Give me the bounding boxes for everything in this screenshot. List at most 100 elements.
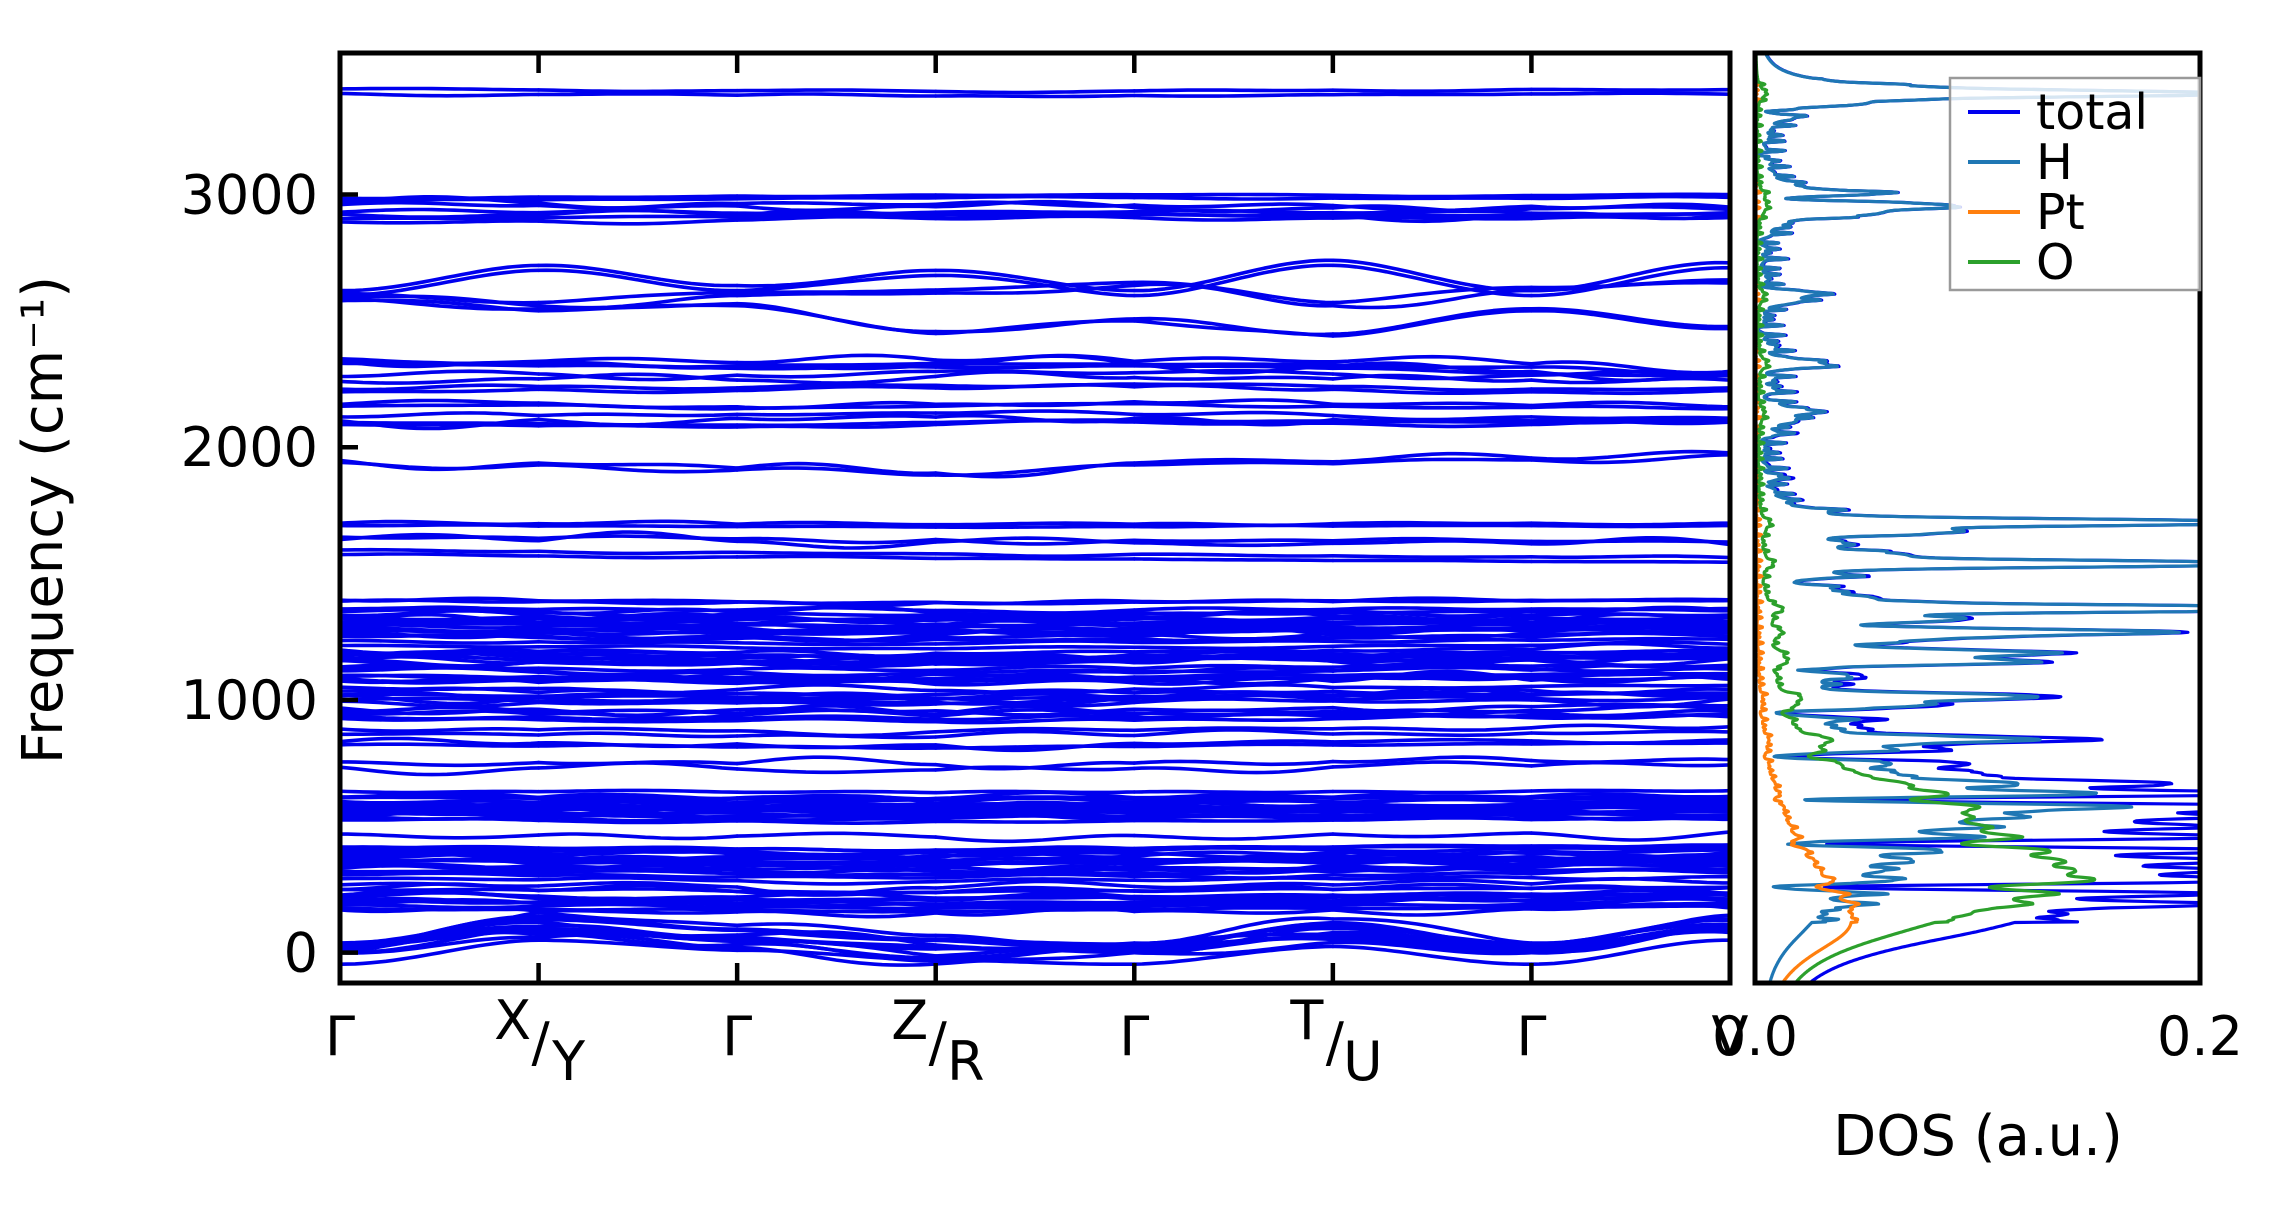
band-curve: [341, 807, 541, 815]
band-curve: [1132, 624, 1335, 631]
band-curve: [933, 93, 1137, 99]
band-curve: [1529, 192, 1729, 198]
band-curve: [1529, 788, 1729, 793]
band-curve: [735, 878, 938, 886]
band-curve: [1132, 639, 1335, 645]
band-curve: [735, 288, 938, 295]
dos-x-ticks: 0.0 0.2: [1712, 53, 2243, 1068]
band-curve: [341, 765, 541, 777]
band-curve: [341, 845, 541, 852]
band-curve: [1529, 266, 1729, 298]
band-curve: [933, 283, 1137, 295]
band-curve: [536, 918, 739, 932]
band-curve: [1331, 726, 1534, 732]
band-curve: [1529, 539, 1729, 544]
band-curve: [1529, 922, 1729, 947]
band-curve: [1132, 202, 1335, 209]
band-curve: [341, 857, 541, 866]
band-curve: [735, 871, 938, 878]
band-curve: [1331, 598, 1534, 604]
x-tick-label-denominator: R: [947, 1030, 985, 1093]
band-curve: [1529, 91, 1729, 96]
band-curve: [1331, 609, 1534, 615]
band-curve: [1132, 716, 1335, 722]
band-curve: [341, 869, 541, 875]
band-curve: [1331, 285, 1534, 305]
band-curve: [1331, 695, 1534, 702]
band-curve: [933, 729, 1137, 739]
band-curve: [536, 363, 739, 371]
band-curve: [1529, 415, 1729, 421]
band-curve: [735, 623, 938, 629]
band-curve: [536, 869, 739, 876]
band-curve: [536, 865, 739, 873]
band-panel-frame: [337, 50, 1733, 986]
band-curve: [536, 743, 739, 749]
band-curve: [536, 938, 739, 953]
band-curve: [1132, 832, 1335, 841]
band-curve: [1331, 554, 1534, 559]
band-curve: [735, 273, 938, 293]
band-curve: [341, 851, 541, 863]
band-curve: [1331, 674, 1534, 681]
band-curve: [1331, 451, 1534, 464]
band-curve: [1529, 629, 1729, 636]
band-curve: [1331, 419, 1534, 425]
band-curve: [1132, 457, 1335, 465]
band-curve: [735, 539, 938, 550]
band-curve: [1132, 215, 1335, 222]
x-tick-label-denominator: Y: [551, 1030, 586, 1093]
band-curve: [1331, 804, 1534, 809]
x-tick-label: V: [1712, 1005, 1749, 1068]
band-curve: [536, 859, 739, 865]
band-curve: [735, 714, 938, 721]
band-curve: [536, 623, 739, 630]
legend-label-total[interactable]: total: [2036, 84, 2148, 141]
band-curve: [1132, 693, 1335, 699]
band-curve: [536, 699, 739, 705]
band-curve: [1529, 597, 1729, 603]
band-curve: [1529, 902, 1729, 912]
band-curve: [735, 846, 938, 853]
band-curve: [1132, 538, 1335, 543]
x-tick-label-numerator: T: [1289, 989, 1324, 1052]
band-curve: [735, 695, 938, 701]
band-curve: [1132, 804, 1335, 810]
band-curve: [341, 403, 541, 408]
band-curve: [735, 605, 938, 615]
band-curve: [1331, 797, 1534, 805]
band-curve: [1529, 376, 1729, 385]
band-curve: [341, 696, 541, 703]
band-curve: [1132, 932, 1335, 947]
band-curve: [735, 196, 938, 201]
band-curve: [536, 923, 739, 939]
band-curve: [1331, 650, 1534, 658]
band-curve: [1132, 934, 1335, 949]
band-curve: [735, 928, 938, 942]
dos-frame-overlay: [1752, 50, 2203, 986]
band-curve: [933, 194, 1137, 200]
band-curve: [735, 550, 938, 556]
band-curve: [1132, 865, 1335, 871]
band-curve: [1331, 741, 1534, 747]
band-curve: [1529, 876, 1729, 886]
band-curve: [1529, 306, 1729, 329]
band-curve: [536, 804, 739, 809]
legend-label-O[interactable]: O: [2036, 234, 2075, 291]
legend-label-Pt[interactable]: Pt: [2036, 184, 2085, 241]
band-curve: [341, 905, 541, 914]
band-curve: [1331, 760, 1534, 769]
band-curve: [341, 291, 541, 305]
band-curve: [1132, 410, 1335, 418]
band-curve: [1529, 449, 1729, 461]
band-curve: [536, 883, 739, 894]
legend-label-H[interactable]: H: [2036, 134, 2073, 191]
band-curve: [1529, 215, 1729, 221]
band-curve: [933, 616, 1137, 622]
band-curve: [341, 817, 541, 823]
band-curve: [536, 201, 739, 210]
band-curve: [1529, 607, 1729, 614]
band-curve: [735, 831, 938, 839]
band-curve: [933, 633, 1137, 640]
